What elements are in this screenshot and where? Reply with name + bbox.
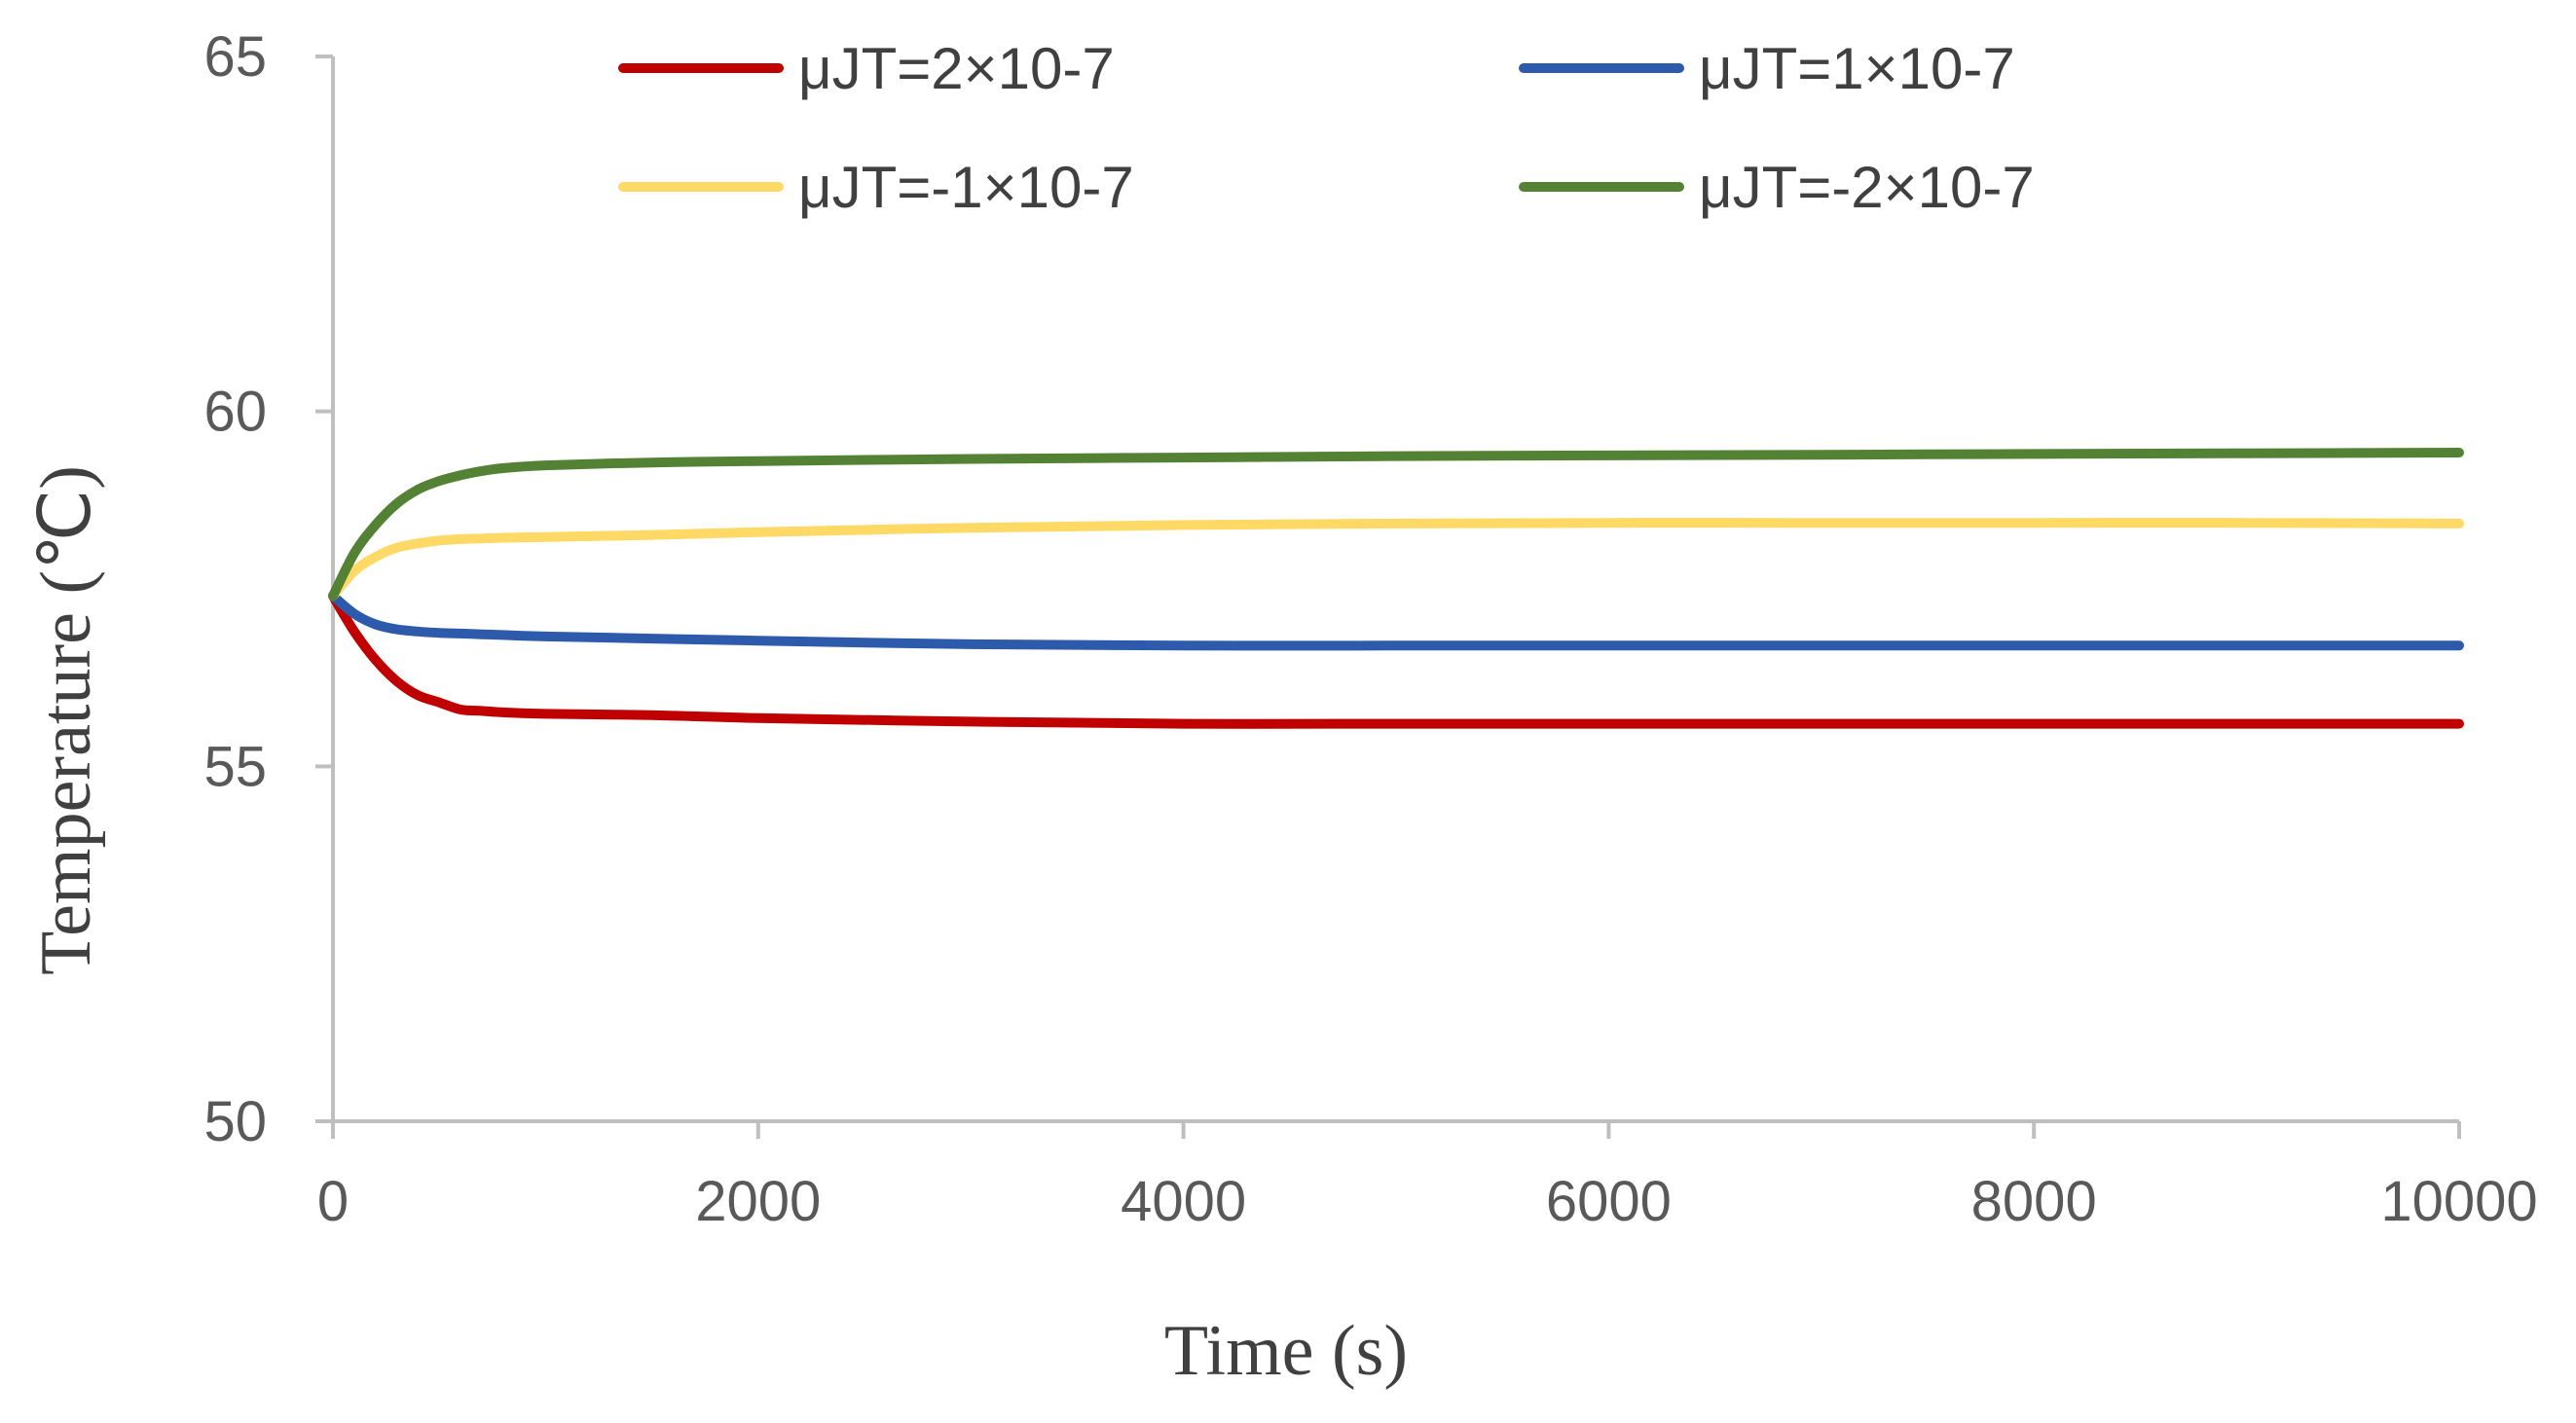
x-tick-label: 8000 [1971,1170,2097,1233]
x-tick-label: 2000 [695,1170,821,1233]
x-axis-title: Time (s) [1164,1311,1408,1391]
legend: μJT=2×10-7 μJT=1×10-7 μJT=-1×10-7 μJT=-2×10… [618,36,2035,220]
legend-label: μJT=2×10-7 [798,36,1115,101]
legend-label: μJT=1×10-7 [1699,36,2015,101]
chart-axes: 0 2000 4000 6000 8000 10000 50 55 60 65 [203,25,2537,1233]
series-line-4 [328,448,2464,602]
x-tick-label: 4000 [1121,1170,1246,1233]
x-tick-label: 6000 [1546,1170,1672,1233]
x-tick-label: 10000 [2380,1170,2537,1233]
legend-label: μJT=-1×10-7 [798,155,1134,220]
legend-item-3: μJT=-1×10-7 [618,155,1134,220]
series-layer [328,448,2464,729]
series-line-1 [328,591,2464,729]
y-axis-title: Temperature (℃) [26,465,106,975]
y-tick-label: 60 [203,381,267,444]
y-tick-label: 55 [203,735,267,798]
legend-item-4: μJT=-2×10-7 [1519,155,2035,220]
legend-item-2: μJT=1×10-7 [1519,36,2015,101]
y-tick-label: 50 [203,1090,267,1153]
legend-label: μJT=-2×10-7 [1699,155,2035,220]
series-line-3 [328,518,2464,602]
series-line-2 [328,591,2464,651]
y-tick-label: 65 [203,25,267,89]
legend-item-1: μJT=2×10-7 [618,36,1115,101]
x-tick-label: 0 [317,1170,349,1233]
